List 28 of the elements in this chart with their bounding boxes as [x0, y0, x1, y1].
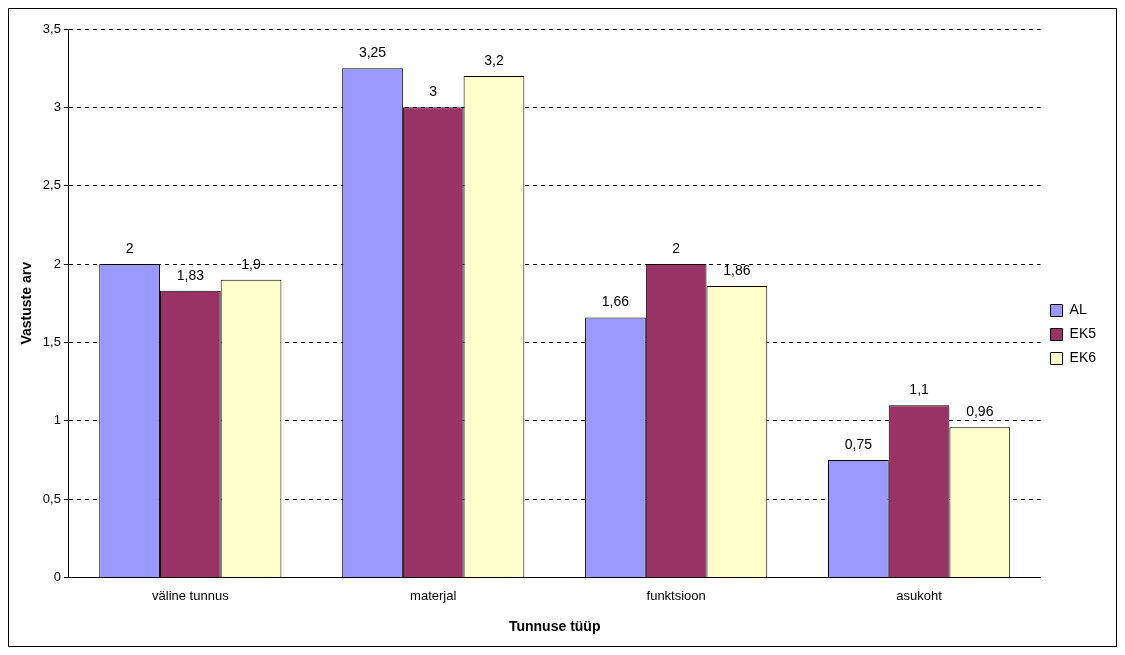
- y-tick-label: 1,5: [42, 334, 61, 350]
- y-tick-label: 2: [53, 255, 61, 271]
- y-tick-label: 0: [53, 569, 61, 585]
- x-tick-label: materjal: [410, 587, 457, 603]
- y-tick-label: 3: [53, 98, 61, 114]
- legend-label: EK5: [1069, 325, 1097, 342]
- data-label: 1,66: [601, 293, 630, 310]
- data-label: 3: [429, 83, 438, 100]
- x-axis-title: Tunnuse tüüp: [508, 618, 601, 635]
- x-tick-label: väline tunnus: [152, 587, 230, 603]
- data-label: 0,96: [966, 402, 994, 419]
- x-tick-label: funktsioon: [646, 587, 706, 603]
- data-label: 3,25: [358, 44, 387, 61]
- legend-label: AL: [1069, 301, 1087, 318]
- data-label: 1,86: [723, 261, 751, 278]
- y-tick-label: 3,5: [42, 20, 61, 36]
- x-tick-label: asukoht: [896, 587, 943, 603]
- data-label: 3,2: [484, 51, 504, 68]
- legend-label: EK6: [1069, 349, 1097, 366]
- y-tick-label: 2,5: [42, 177, 61, 193]
- data-label: 2: [125, 239, 134, 256]
- data-label: 0,75: [844, 435, 873, 452]
- data-label: 1,83: [176, 266, 205, 283]
- y-tick-label: 0,5: [42, 490, 61, 506]
- data-label: 2: [672, 239, 681, 256]
- y-axis-title: Vastuste arv: [18, 261, 35, 345]
- y-tick-label: 1: [53, 412, 61, 428]
- data-label: 1,1: [909, 381, 930, 398]
